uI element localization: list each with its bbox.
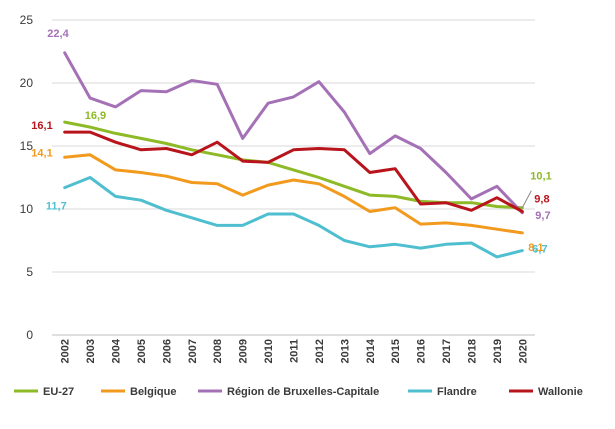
x-tick-label: 2011 bbox=[289, 339, 301, 363]
x-tick-label: 2010 bbox=[263, 339, 275, 363]
x-tick-label: 2009 bbox=[238, 339, 250, 363]
y-tick-label: 0 bbox=[26, 328, 33, 342]
x-tick-label: 2015 bbox=[390, 339, 402, 363]
data-label-eu-27: 16,9 bbox=[85, 110, 106, 122]
series-line-belgique bbox=[65, 155, 523, 233]
grid-layer bbox=[52, 20, 535, 335]
x-tick-label: 2003 bbox=[85, 339, 97, 363]
y-tick-label: 5 bbox=[26, 265, 33, 279]
legend: EU-27 Belgique Région de Bruxelles-Capital… bbox=[14, 386, 583, 398]
x-tick-label: 2013 bbox=[339, 339, 351, 363]
data-label-wallonie: 9,8 bbox=[534, 194, 549, 206]
y-tick-label: 25 bbox=[20, 13, 34, 27]
x-tick-label: 2002 bbox=[60, 339, 72, 363]
y-tick-label: 20 bbox=[20, 76, 34, 90]
legend-label-wallonie: Wallonie bbox=[538, 386, 583, 398]
x-tick-label: 2016 bbox=[416, 339, 428, 363]
series-line-flandre bbox=[65, 178, 523, 257]
legend-label-eu-27: EU-27 bbox=[43, 386, 74, 398]
x-tick-label: 2004 bbox=[111, 338, 123, 363]
x-tick-label: 2012 bbox=[314, 339, 326, 363]
x-tick-label: 2018 bbox=[466, 339, 478, 363]
data-label-flandre: 6,7 bbox=[532, 244, 547, 256]
series-line-eu-27 bbox=[65, 122, 523, 208]
x-tick-label: 2007 bbox=[187, 339, 199, 363]
data-label-belgique: 14,1 bbox=[31, 147, 52, 159]
x-tick-label: 2017 bbox=[441, 339, 453, 363]
x-tick-label: 2005 bbox=[136, 339, 148, 363]
x-tick-label: 2008 bbox=[212, 339, 224, 363]
data-label-flandre: 11,7 bbox=[46, 201, 67, 213]
x-tick-label: 2014 bbox=[365, 338, 377, 363]
data-label-eu-27: 10,1 bbox=[530, 171, 551, 183]
data-labels: 16,910,114,18,122,49,711,76,716,19,8 bbox=[31, 28, 551, 256]
y-tick-label: 10 bbox=[20, 202, 34, 216]
series-line-r-gion-de-bruxelles-capitale bbox=[65, 53, 523, 213]
data-label-r-gion-de-bruxelles-capitale: 9,7 bbox=[535, 210, 550, 222]
legend-label-belgique: Belgique bbox=[130, 386, 176, 398]
data-label-wallonie: 16,1 bbox=[31, 120, 52, 132]
legend-label-r-gion-de-bruxelles-capitale: Région de Bruxelles-Capitale bbox=[227, 386, 379, 398]
x-tick-label: 2006 bbox=[161, 339, 173, 363]
x-tick-label: 2019 bbox=[492, 339, 504, 363]
data-label-r-gion-de-bruxelles-capitale: 22,4 bbox=[47, 28, 69, 40]
line-chart: 0510152025 2002 2003 2004 2005 2006 2007 2008 2… bbox=[0, 0, 615, 429]
x-axis: 2002 2003 2004 2005 2006 2007 2008 2009 2010 2011… bbox=[60, 338, 530, 363]
x-tick-label: 2020 bbox=[517, 339, 529, 363]
legend-label-flandre: Flandre bbox=[437, 386, 477, 398]
label-leader-eu-27 bbox=[522, 191, 531, 208]
